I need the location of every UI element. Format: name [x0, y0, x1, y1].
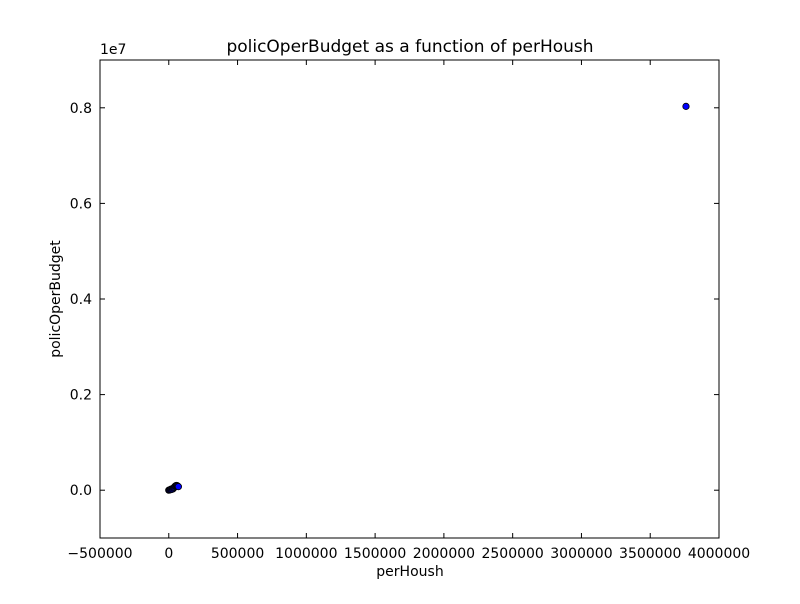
x-tick-label: 500000	[211, 546, 264, 562]
y-tick-label: 0.8	[70, 101, 92, 117]
x-axis-ticks: −500000 0 500000 1000000 1500000 2000000 25000…	[67, 60, 750, 562]
x-tick-label: 4000000	[688, 546, 750, 562]
y-tick-label: 0.0	[70, 483, 92, 499]
y-tick-label: 0.2	[70, 388, 92, 404]
y-axis-label: policOperBudget	[48, 240, 64, 358]
x-tick-label: 0	[164, 546, 173, 562]
data-point	[174, 483, 183, 491]
chart-title: policOperBudget as a function of perHous…	[226, 37, 593, 57]
x-tick-label: 2500000	[481, 546, 543, 562]
x-tick-label: 2000000	[413, 546, 475, 562]
y-tick-label: 0.4	[70, 292, 92, 308]
x-tick-label: 1000000	[275, 546, 337, 562]
x-tick-label: 1500000	[344, 546, 406, 562]
x-tick-label: 3500000	[619, 546, 681, 562]
x-axis-label: perHoush	[376, 564, 443, 580]
y-axis-ticks: 0.0 0.2 0.4 0.6 0.8	[70, 101, 719, 499]
y-axis-multiplier: 1e7	[100, 42, 126, 58]
data-points	[165, 102, 690, 494]
y-tick-label: 0.6	[70, 196, 92, 212]
x-tick-label: 3000000	[550, 546, 612, 562]
plot-area	[99, 59, 720, 539]
x-tick-label: −500000	[67, 546, 132, 562]
data-point	[682, 102, 690, 110]
